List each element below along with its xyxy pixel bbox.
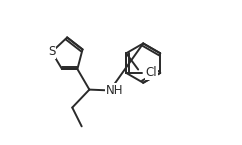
Text: Cl: Cl [146, 66, 158, 79]
Text: S: S [48, 46, 55, 58]
Text: NH: NH [106, 84, 123, 97]
